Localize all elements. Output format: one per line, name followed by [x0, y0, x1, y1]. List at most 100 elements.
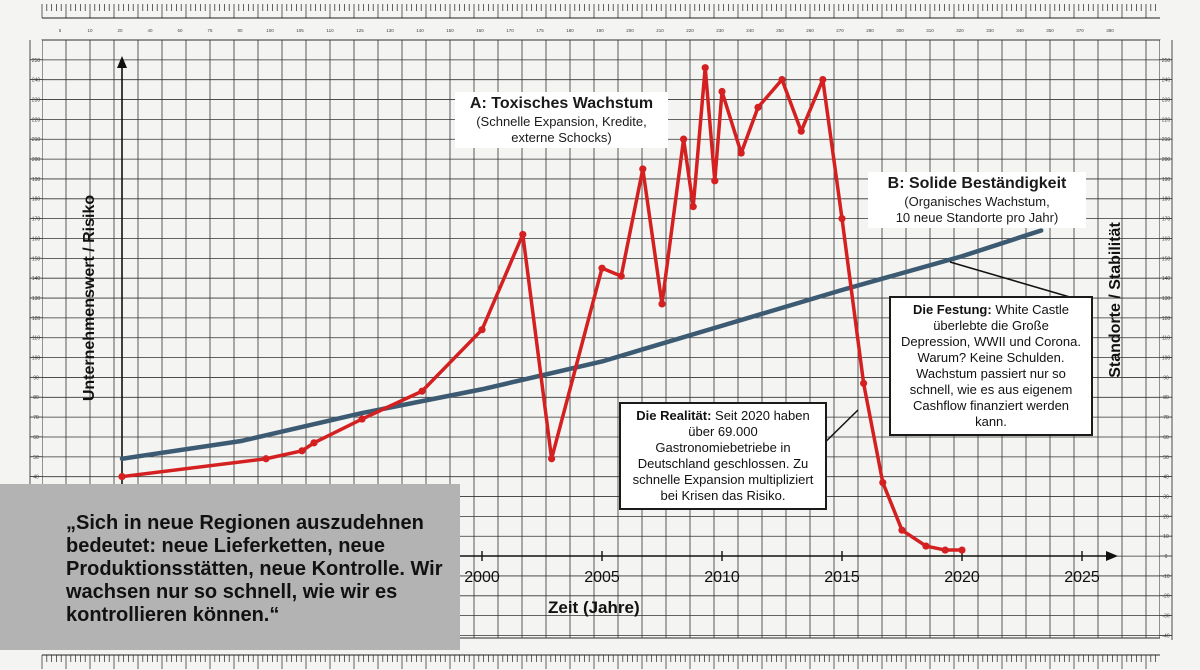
- right-axis-label: 200: [1162, 157, 1171, 163]
- left-ruler-label: 70: [33, 415, 39, 421]
- series-line-solid: [119, 228, 1044, 461]
- left-ruler-label: 240: [32, 78, 41, 84]
- quote-text: „Sich in neue Regionen auszudehnen bedeu…: [66, 512, 443, 626]
- top-ruler-label: 190: [596, 28, 604, 33]
- left-ruler-label: 130: [32, 296, 41, 302]
- top-ruler-label: 20: [117, 28, 123, 33]
- left-ruler-label: 40: [33, 475, 39, 481]
- top-ruler-label: 105: [296, 28, 304, 33]
- left-ruler-label: 150: [32, 256, 41, 262]
- top-ruler-label: 140: [416, 28, 424, 33]
- series-point-toxic: [478, 326, 486, 334]
- top-ruler-label: 330: [986, 28, 994, 33]
- series-point-toxic: [701, 64, 709, 72]
- callout-festung-label: Die Festung:: [912, 302, 992, 317]
- series-point-toxic: [680, 135, 688, 143]
- series-point-toxic: [958, 546, 966, 554]
- series-point-toxic: [418, 387, 426, 395]
- annotation-b-subtitle-2: 10 neue Standorte pro Jahr): [895, 210, 1059, 225]
- right-axis-label: -40: [1162, 633, 1169, 639]
- left-ruler-label: 220: [32, 117, 41, 123]
- left-ruler-label: 140: [32, 276, 41, 282]
- right-axis-label: 140: [1162, 276, 1171, 282]
- series-point-toxic: [639, 165, 647, 173]
- top-ruler-label: 10: [87, 28, 93, 33]
- right-axis-label: 130: [1162, 296, 1171, 302]
- festung-pointer: [949, 261, 1081, 301]
- top-ruler-label: 310: [926, 28, 934, 33]
- top-ruler-label: 270: [836, 28, 844, 33]
- annotation-a-subtitle-1: (Schnelle Expansion, Kredite,: [476, 114, 647, 129]
- right-axis-label: 110: [1162, 336, 1170, 342]
- top-ruler-label: 320: [956, 28, 964, 33]
- right-axis-label: 150: [1162, 256, 1171, 262]
- series-point-toxic: [358, 415, 366, 423]
- series-point-toxic: [737, 149, 745, 157]
- top-ruler-label: 380: [1106, 28, 1114, 33]
- x-axis-tick-label: 2020: [944, 569, 980, 586]
- top-ruler-label: 80: [237, 28, 243, 33]
- top-ruler-label: 175: [536, 28, 544, 33]
- top-ruler-label: 180: [566, 28, 574, 33]
- top-ruler-label: 50: [177, 28, 183, 33]
- x-axis-tick-label: 2005: [584, 569, 620, 586]
- annotation-b: B: Solide Beständigkeit (Organisches Wac…: [868, 172, 1086, 228]
- annotation-a: A: Toxisches Wachstum (Schnelle Expansio…: [455, 92, 668, 148]
- left-ruler-label: 100: [32, 356, 41, 362]
- y-axis-arrow: [117, 56, 127, 68]
- right-axis-label: 60: [1163, 435, 1169, 441]
- top-ruler-label: 300: [896, 28, 904, 33]
- series-point-toxic: [718, 87, 726, 96]
- left-ruler-label: 110: [32, 336, 40, 342]
- top-ruler-label: 40: [147, 28, 153, 33]
- left-ruler-label: 170: [32, 217, 41, 223]
- right-axis-label: 90: [1163, 375, 1169, 381]
- top-ruler-label: 170: [506, 28, 514, 33]
- series-point-toxic: [118, 473, 126, 481]
- series-point-toxic: [711, 177, 719, 185]
- left-ruler-label: 90: [33, 375, 39, 381]
- left-ruler-label: 50: [33, 455, 39, 461]
- right-axis-label: 120: [1162, 316, 1171, 322]
- series-point-toxic: [598, 264, 606, 272]
- left-ruler-label: 160: [32, 236, 41, 242]
- right-axis-label: 40: [1163, 475, 1169, 481]
- top-ruler-label: 260: [806, 28, 814, 33]
- x-axis-tick-label: 2000: [464, 569, 500, 586]
- top-ruler-label: 230: [716, 28, 724, 33]
- left-ruler-label: 180: [32, 197, 41, 203]
- annotation-b-subtitle-1: (Organisches Wachstum,: [904, 194, 1050, 209]
- y-axis-title-right: Standorte / Stabilität: [1107, 222, 1124, 378]
- top-ruler-label: 250: [776, 28, 784, 33]
- right-axis-label: 100: [1162, 356, 1171, 362]
- top-ruler-label: 350: [1046, 28, 1054, 33]
- left-ruler-label: 230: [32, 97, 41, 103]
- callout-realitaet-text: Seit 2020 haben über 69.000 Gastronomieb…: [632, 408, 814, 503]
- series-point-toxic: [819, 76, 827, 84]
- x-axis-title: Zeit (Jahre): [548, 598, 640, 617]
- right-axis-label: 230: [1162, 97, 1171, 103]
- x-axis-tick-label: 2010: [704, 569, 740, 586]
- right-ruler: [1160, 40, 1200, 640]
- top-ruler-label: 150: [446, 28, 454, 33]
- x-axis-tick-label: 2015: [824, 569, 860, 586]
- left-ruler-label: 60: [33, 435, 39, 441]
- series-point-toxic: [922, 542, 930, 550]
- right-axis-label: 20: [1163, 514, 1169, 520]
- series-point-toxic: [754, 103, 762, 111]
- top-ruler-label: 340: [1016, 28, 1024, 33]
- series-point-toxic: [519, 230, 527, 239]
- series-point-toxic: [860, 379, 868, 387]
- x-axis-tick-label: 2025: [1064, 569, 1100, 586]
- top-ruler-label: 210: [656, 28, 664, 33]
- series-point-toxic: [617, 272, 625, 280]
- right-axis-label: 170: [1162, 217, 1171, 223]
- right-axis-label: 30: [1163, 494, 1169, 500]
- series-point-toxic: [262, 455, 270, 463]
- left-ruler-label: 190: [32, 177, 41, 183]
- left-ruler-label: 80: [33, 395, 39, 401]
- series-point-toxic: [689, 203, 697, 211]
- right-axis-label: 190: [1162, 177, 1171, 183]
- series-point-toxic: [838, 214, 846, 223]
- top-ruler-label: 130: [386, 28, 394, 33]
